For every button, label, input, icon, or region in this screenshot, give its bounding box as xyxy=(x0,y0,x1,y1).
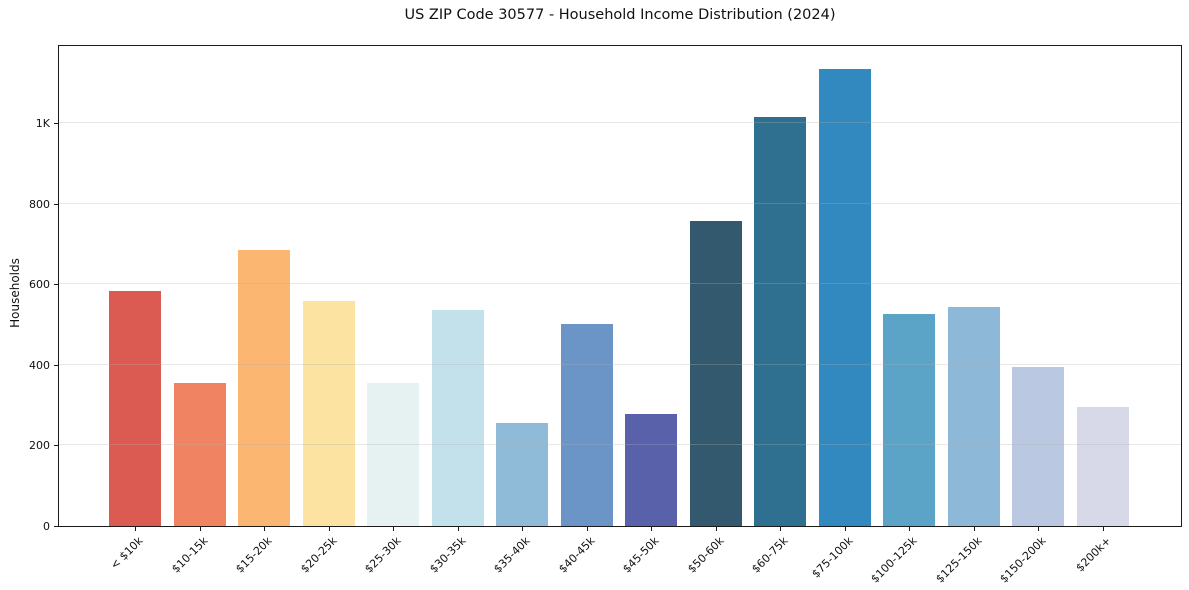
bar-20-25k xyxy=(302,300,355,526)
bar-35-40k xyxy=(496,422,548,526)
bar-10k xyxy=(109,290,161,526)
y-axis-title: Households xyxy=(8,258,22,328)
gridline-600 xyxy=(59,283,1181,285)
gridline-400 xyxy=(59,363,1181,365)
x-tick-mark-9 xyxy=(651,527,652,531)
bar-50-60k xyxy=(689,221,742,526)
bar-10-15k xyxy=(173,383,226,526)
y-tick-label-1k: 1K xyxy=(35,117,50,131)
gridline-800 xyxy=(59,202,1181,204)
bar-30-35k xyxy=(431,309,484,526)
bars-layer xyxy=(59,46,1181,526)
bar-45-50k xyxy=(625,414,677,526)
x-tick-mark-3 xyxy=(264,527,265,531)
bar-150-200k xyxy=(1012,366,1064,526)
bar-15-20k xyxy=(238,250,290,526)
x-tick-mark-1 xyxy=(135,527,136,531)
x-tick-mark-5 xyxy=(393,527,394,531)
x-tick-mark-16 xyxy=(1102,527,1104,531)
bar-125-150k xyxy=(947,306,1000,526)
x-tick-mark-15 xyxy=(1038,527,1039,531)
gridline-200 xyxy=(59,444,1181,446)
y-tick-mark-1k xyxy=(54,123,58,125)
grid-layer xyxy=(59,46,1181,526)
bar-25-30k xyxy=(367,383,419,526)
y-tick-mark-800 xyxy=(54,203,58,205)
x-tick-mark-4 xyxy=(328,527,330,531)
x-tick-mark-11 xyxy=(780,527,781,531)
y-tick-mark-600 xyxy=(54,284,58,286)
y-tick-mark-200 xyxy=(54,445,58,447)
chart-title: US ZIP Code 30577 - Household Income Dis… xyxy=(404,7,836,23)
y-tick-label-800: 800 xyxy=(29,197,50,211)
bar-60-75k xyxy=(754,117,806,526)
x-tick-mark-7 xyxy=(522,527,523,531)
x-tick-mark-13 xyxy=(909,527,910,531)
bar-100-125k xyxy=(883,313,935,526)
x-tick-mark-14 xyxy=(973,527,975,531)
y-tick-label-200: 200 xyxy=(29,439,50,453)
gridline-1k xyxy=(59,122,1181,124)
bar-200k xyxy=(1076,407,1129,526)
y-tick-label-600: 600 xyxy=(29,278,50,292)
bar-40-45k xyxy=(560,323,613,526)
y-tick-label-400: 400 xyxy=(29,358,50,372)
plot-area xyxy=(58,45,1182,527)
y-tick-mark-0 xyxy=(54,526,58,527)
y-tick-mark-400 xyxy=(54,364,58,366)
x-tick-mark-6 xyxy=(457,527,459,531)
x-tick-mark-12 xyxy=(844,527,846,531)
x-tick-mark-10 xyxy=(715,527,717,531)
x-tick-mark-8 xyxy=(586,527,588,531)
x-tick-label-10k: < $10k xyxy=(107,534,146,572)
bar-75-100k xyxy=(818,68,871,526)
y-tick-label-0: 0 xyxy=(43,520,50,533)
x-tick-mark-2 xyxy=(199,527,201,531)
